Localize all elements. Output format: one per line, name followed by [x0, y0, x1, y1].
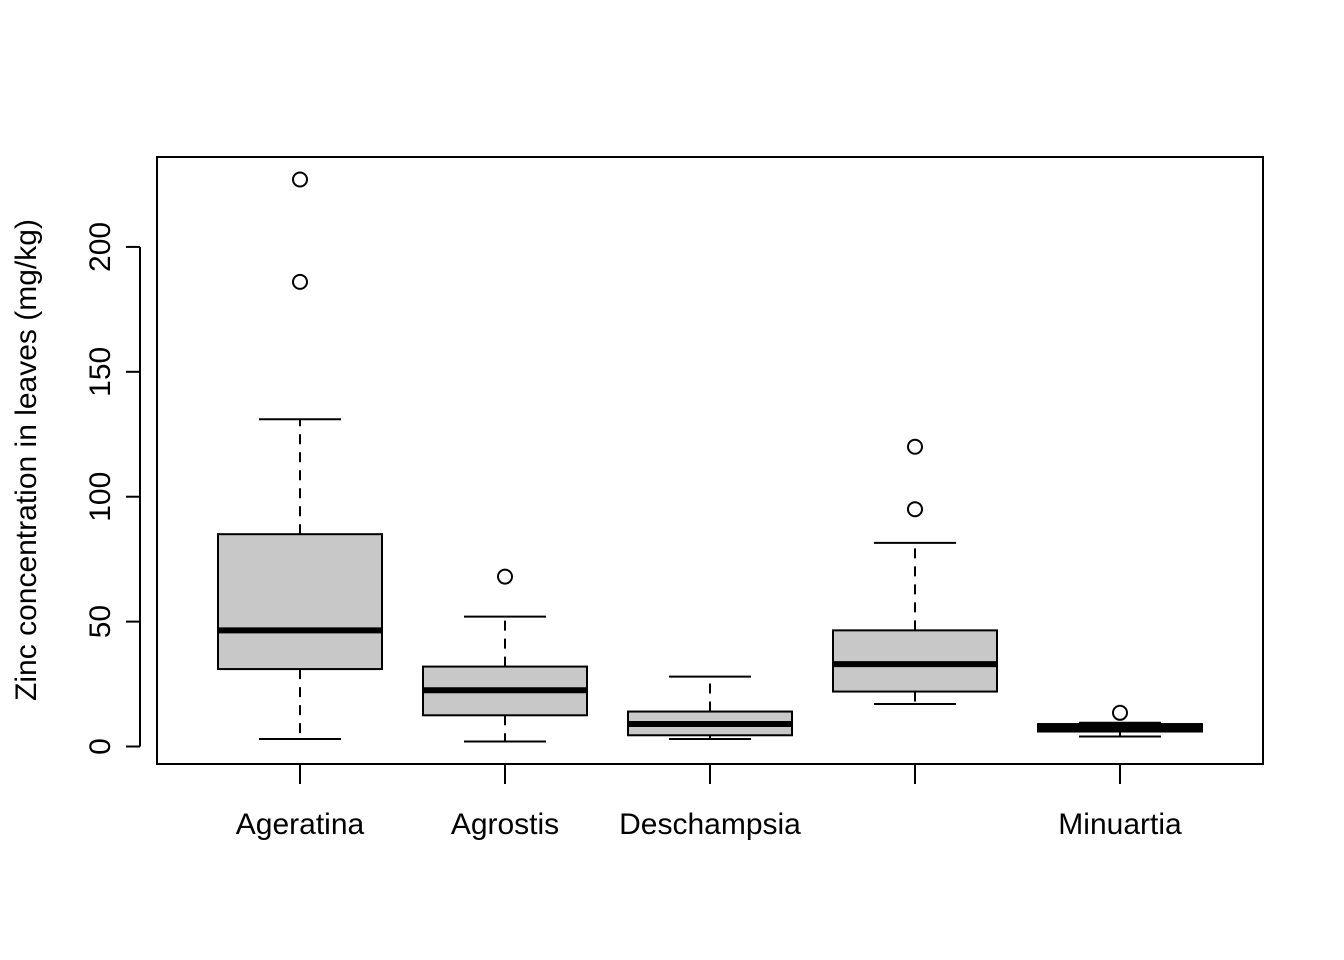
- x-axis: Ageratina Agrostis Deschampsia Minuartia: [236, 764, 1182, 841]
- y-tick-label: 200: [84, 222, 117, 272]
- box-iqr: [832, 629, 998, 693]
- x-tick-label: Ageratina: [236, 808, 365, 841]
- outlier-point: [497, 568, 513, 585]
- outlier-point: [907, 501, 923, 518]
- box-iqr: [217, 533, 383, 671]
- x-tick-label: Deschampsia: [619, 808, 801, 841]
- y-axis-label: Zinc concentration in leaves (mg/kg): [10, 219, 43, 701]
- boxes-layer: [217, 171, 1203, 743]
- y-tick-label: 100: [84, 472, 117, 522]
- y-tick-label: 150: [84, 347, 117, 397]
- plot-frame: [156, 156, 1264, 765]
- box-group: [217, 171, 383, 741]
- outlier-point: [1112, 704, 1128, 721]
- y-axis: 0 50 100 150 200: [84, 222, 141, 755]
- outlier-point: [292, 171, 308, 188]
- outlier-point: [907, 438, 923, 455]
- box-group: [1037, 704, 1203, 738]
- box-group: [832, 438, 998, 706]
- box-group: [627, 675, 793, 741]
- y-tick-label: 0: [84, 738, 117, 755]
- x-tick-label: Minuartia: [1058, 808, 1182, 841]
- box-group: [422, 568, 588, 743]
- y-tick-label: 50: [84, 605, 117, 638]
- outlier-point: [292, 273, 308, 290]
- x-tick-label: Agrostis: [451, 808, 559, 841]
